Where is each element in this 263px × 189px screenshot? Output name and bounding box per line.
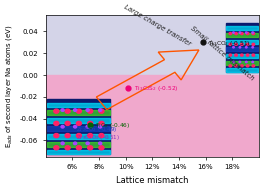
Circle shape: [76, 134, 81, 138]
Text: Large charge transfer: Large charge transfer: [123, 3, 192, 47]
Bar: [225, 68, 257, 72]
Text: Ti$_3$CO$_2$ (-0.51): Ti$_3$CO$_2$ (-0.51): [208, 39, 251, 48]
X-axis label: Lattice mismatch: Lattice mismatch: [116, 176, 189, 185]
Bar: [47, 118, 110, 123]
Bar: [225, 33, 257, 37]
Text: Ti$_3$C$_2$S$_2$ (-0.52): Ti$_3$C$_2$S$_2$ (-0.52): [134, 84, 178, 93]
Circle shape: [229, 33, 232, 35]
Circle shape: [245, 32, 247, 33]
Circle shape: [241, 65, 243, 67]
Circle shape: [245, 47, 247, 48]
Circle shape: [246, 54, 249, 56]
Circle shape: [86, 142, 89, 145]
Bar: [47, 142, 110, 146]
Circle shape: [76, 109, 81, 113]
Circle shape: [239, 32, 241, 33]
Circle shape: [99, 134, 104, 138]
Circle shape: [65, 109, 70, 113]
Circle shape: [88, 134, 93, 138]
Circle shape: [252, 61, 254, 63]
Bar: [47, 110, 110, 115]
Circle shape: [65, 146, 70, 150]
Bar: [225, 26, 257, 30]
Circle shape: [235, 43, 237, 45]
Bar: [47, 126, 110, 131]
Circle shape: [235, 65, 237, 67]
Circle shape: [99, 125, 102, 128]
Circle shape: [246, 43, 249, 45]
Bar: [45, 15, 259, 75]
Circle shape: [99, 109, 104, 113]
Circle shape: [252, 54, 255, 56]
Bar: [47, 150, 110, 154]
Circle shape: [229, 43, 232, 45]
Bar: [225, 61, 257, 65]
Circle shape: [241, 33, 243, 35]
Text: Zr$_2$CO$_2$ (-0.49): Zr$_2$CO$_2$ (-0.49): [76, 125, 118, 133]
Circle shape: [76, 121, 81, 125]
Bar: [47, 134, 110, 139]
Circle shape: [86, 109, 89, 111]
Circle shape: [74, 109, 77, 111]
Circle shape: [74, 125, 77, 128]
Circle shape: [252, 33, 255, 35]
Y-axis label: E$_{ads}$ of second layer Na atoms (eV): E$_{ads}$ of second layer Na atoms (eV): [4, 24, 14, 148]
Text: TiC$_2$ (-0.46): TiC$_2$ (-0.46): [95, 121, 130, 130]
Circle shape: [246, 33, 249, 35]
Bar: [47, 99, 110, 154]
Circle shape: [241, 43, 243, 45]
Circle shape: [99, 121, 104, 125]
Circle shape: [61, 142, 64, 145]
Circle shape: [233, 61, 234, 63]
Bar: [225, 54, 257, 58]
Circle shape: [252, 32, 254, 33]
Circle shape: [88, 109, 93, 113]
Circle shape: [239, 47, 241, 48]
Circle shape: [233, 47, 234, 48]
Circle shape: [54, 146, 59, 150]
Circle shape: [88, 146, 93, 150]
Circle shape: [246, 65, 249, 67]
Circle shape: [252, 47, 254, 48]
Circle shape: [99, 142, 102, 145]
Circle shape: [61, 109, 64, 111]
Bar: [45, 75, 259, 157]
Circle shape: [235, 54, 237, 56]
Circle shape: [54, 109, 59, 113]
Circle shape: [229, 54, 232, 56]
Circle shape: [61, 125, 64, 128]
Circle shape: [86, 125, 89, 128]
Circle shape: [252, 65, 255, 67]
Bar: [225, 23, 257, 72]
Circle shape: [88, 121, 93, 125]
Circle shape: [65, 134, 70, 138]
Circle shape: [252, 43, 255, 45]
Circle shape: [235, 33, 237, 35]
Text: Small lattice mismatch: Small lattice mismatch: [190, 25, 255, 81]
Bar: [225, 40, 257, 44]
Circle shape: [229, 65, 232, 67]
Circle shape: [245, 61, 247, 63]
Bar: [225, 47, 257, 51]
Circle shape: [239, 61, 241, 63]
Text: Zr$_3$C$_2$O$_2$ (-0.51): Zr$_3$C$_2$O$_2$ (-0.51): [76, 133, 120, 142]
Circle shape: [241, 54, 243, 56]
Circle shape: [54, 121, 59, 125]
Circle shape: [99, 109, 102, 111]
Circle shape: [74, 142, 77, 145]
Bar: [47, 103, 110, 107]
Circle shape: [65, 121, 70, 125]
Circle shape: [233, 32, 234, 33]
Circle shape: [76, 146, 81, 150]
Circle shape: [99, 146, 104, 150]
Circle shape: [54, 134, 59, 138]
